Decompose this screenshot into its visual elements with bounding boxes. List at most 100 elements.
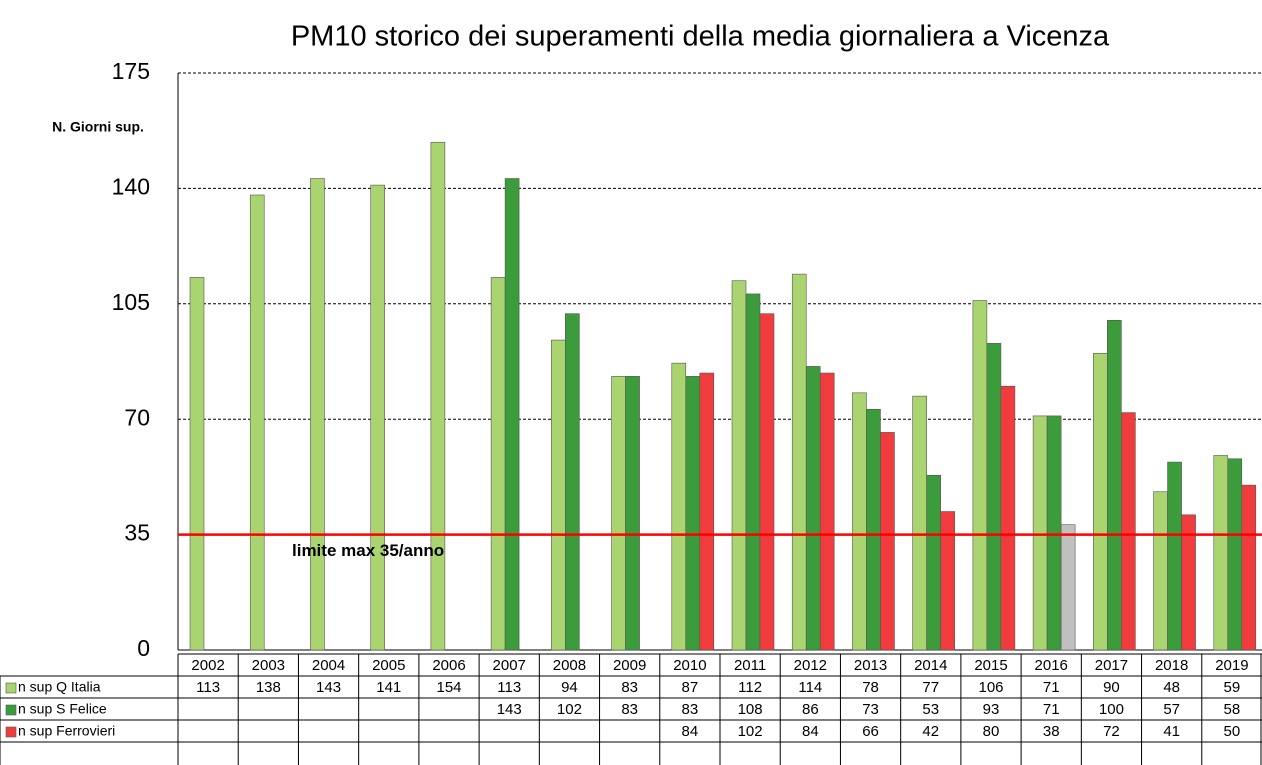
table-value: 73 xyxy=(862,701,879,718)
table-value: 59 xyxy=(1224,679,1241,696)
bar xyxy=(791,273,807,651)
x-tick-label: 2016 xyxy=(1035,657,1068,674)
bar xyxy=(490,277,506,651)
bar xyxy=(1227,458,1243,651)
bar xyxy=(819,372,835,651)
table-value: 77 xyxy=(922,679,939,696)
legend-swatch xyxy=(5,682,17,694)
table-value: 106 xyxy=(978,679,1003,696)
bar xyxy=(1093,352,1108,651)
y-tick-label: 35 xyxy=(124,520,150,546)
bar xyxy=(1046,415,1062,651)
bar xyxy=(1000,385,1016,651)
y-tick-label: 175 xyxy=(112,58,150,84)
annotation: limite max 35/anno xyxy=(292,541,444,560)
bar xyxy=(310,178,325,651)
bar xyxy=(731,280,747,651)
y-axis-label: N. Giorni sup. xyxy=(52,119,144,135)
table-value: 48 xyxy=(1163,679,1180,696)
table-value: 90 xyxy=(1103,679,1120,696)
table-value: 102 xyxy=(557,701,582,718)
bar xyxy=(249,194,265,651)
chart-title: PM10 storico dei superamenti della media… xyxy=(291,21,1110,53)
table-value: 108 xyxy=(738,701,763,718)
x-tick-label: 2007 xyxy=(493,657,526,674)
table-value: 112 xyxy=(738,679,762,696)
legend-swatch xyxy=(5,704,17,716)
table-value: 58 xyxy=(1224,701,1241,718)
legend-label: n sup Ferrovieri xyxy=(18,723,115,739)
bar xyxy=(880,432,895,651)
bar xyxy=(1241,484,1257,651)
table-value: 57 xyxy=(1163,701,1180,718)
table-value: 84 xyxy=(682,723,699,740)
table-value: 114 xyxy=(798,679,822,696)
y-tick-label: 140 xyxy=(112,173,150,199)
x-tick-label: 2010 xyxy=(673,657,706,674)
table-value: 41 xyxy=(1163,723,1180,740)
table-value: 113 xyxy=(196,679,220,696)
bar xyxy=(189,277,205,651)
bar xyxy=(1213,455,1229,651)
legend-label: n sup Q Italia xyxy=(18,679,101,695)
table-value: 113 xyxy=(497,679,521,696)
table-value: 93 xyxy=(983,701,1000,718)
x-tick-label: 2011 xyxy=(734,657,766,674)
table-value: 100 xyxy=(1099,701,1124,718)
table-value: 50 xyxy=(1224,723,1241,740)
bar xyxy=(986,343,1002,651)
bar xyxy=(1121,412,1136,651)
bar xyxy=(972,300,988,651)
bar xyxy=(699,372,715,651)
bar xyxy=(912,395,927,651)
y-tick-label: 70 xyxy=(124,404,150,430)
table-value: 143 xyxy=(316,679,341,696)
table-value: 83 xyxy=(682,701,699,718)
table-value: 80 xyxy=(983,723,1000,740)
x-tick-label: 2018 xyxy=(1155,657,1188,674)
table-value: 84 xyxy=(802,723,819,740)
legend-swatch xyxy=(5,726,17,738)
y-tick-label: 0 xyxy=(137,635,150,661)
table-value: 141 xyxy=(376,679,401,696)
table-value: 102 xyxy=(738,723,763,740)
table-value: 143 xyxy=(497,701,522,718)
x-tick-label: 2019 xyxy=(1215,657,1248,674)
legend-label: n sup S Felice xyxy=(18,701,107,717)
table-value: 53 xyxy=(922,701,939,718)
bar xyxy=(1181,514,1196,651)
x-tick-label: 2015 xyxy=(974,657,1007,674)
table-value: 42 xyxy=(922,723,939,740)
bar xyxy=(430,141,446,651)
table-value: 138 xyxy=(256,679,281,696)
x-tick-label: 2003 xyxy=(252,657,285,674)
x-tick-label: 2013 xyxy=(854,657,887,674)
table-value: 78 xyxy=(862,679,879,696)
bar xyxy=(1167,461,1182,651)
bar xyxy=(625,376,640,651)
x-tick-label: 2012 xyxy=(794,657,827,674)
x-tick-label: 2004 xyxy=(312,657,345,674)
x-tick-label: 2006 xyxy=(432,657,465,674)
table-value: 71 xyxy=(1043,679,1060,696)
bar xyxy=(551,339,566,651)
table-value: 66 xyxy=(862,723,879,740)
table-value: 86 xyxy=(802,701,819,718)
bar xyxy=(866,409,881,651)
table-value: 83 xyxy=(621,701,638,718)
bar xyxy=(565,313,580,651)
bar xyxy=(745,293,761,651)
table-value: 83 xyxy=(621,679,638,696)
table-value: 154 xyxy=(436,679,461,696)
x-tick-label: 2014 xyxy=(914,657,947,674)
x-tick-label: 2005 xyxy=(372,657,405,674)
bar xyxy=(759,313,775,651)
table-value: 71 xyxy=(1043,701,1060,718)
table-value: 72 xyxy=(1103,723,1120,740)
bar xyxy=(685,376,701,651)
bar xyxy=(611,376,626,651)
x-tick-label: 2017 xyxy=(1095,657,1128,674)
bar xyxy=(370,184,385,651)
bar xyxy=(671,362,687,651)
